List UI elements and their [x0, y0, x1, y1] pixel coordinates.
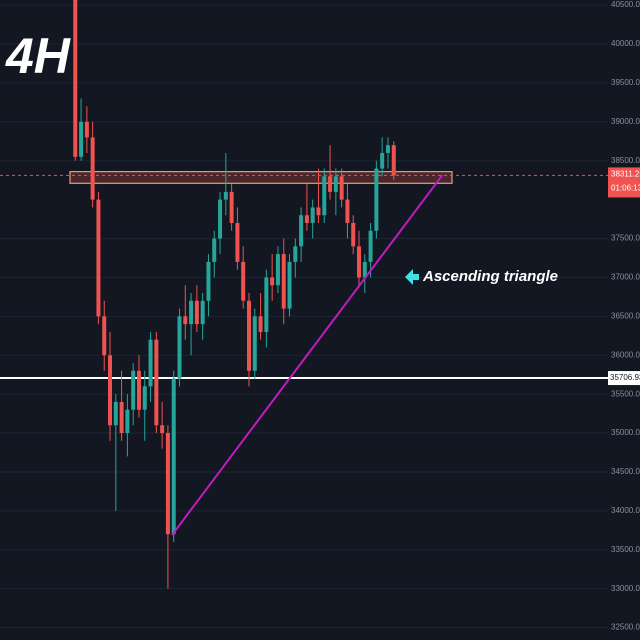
candle-body [108, 355, 113, 426]
candle-body [229, 191, 234, 223]
candle-body [96, 199, 101, 317]
candle-body [368, 230, 373, 262]
candle-body [252, 316, 257, 371]
y-tick-label: 38500.00 [611, 156, 640, 165]
candle-body [131, 370, 136, 410]
countdown-label: 01:06:13 [611, 184, 640, 193]
candle-body [177, 316, 182, 379]
y-tick-label: 32500.00 [611, 623, 640, 632]
timeframe: 4H [5, 28, 71, 84]
candle-body [160, 425, 165, 434]
candle-body [246, 300, 251, 371]
y-tick-label: 35500.00 [611, 389, 640, 398]
y-tick-label: 34500.00 [611, 467, 640, 476]
y-tick-label: 33500.00 [611, 545, 640, 554]
y-tick-label: 33000.00 [611, 584, 640, 593]
candle-body [270, 277, 275, 286]
candle-body [223, 191, 228, 200]
candle-body [299, 215, 304, 247]
candle-body [102, 316, 107, 356]
y-tick-label: 40000.00 [611, 39, 640, 48]
candle-body [200, 300, 205, 325]
candle-body [189, 300, 194, 325]
candle-body [183, 316, 188, 325]
candle-body [148, 339, 153, 387]
y-tick-label: 36500.00 [611, 311, 640, 320]
candle-body [235, 222, 240, 262]
candle-body [119, 401, 124, 434]
y-tick-label: 35000.00 [611, 428, 640, 437]
candle-body [385, 145, 390, 153]
candle-body [113, 401, 118, 426]
candle-body [287, 261, 292, 309]
candle-body [125, 409, 130, 434]
candle-body [218, 199, 223, 239]
resistance-zone [69, 171, 453, 184]
annotation: Ascending triangle [422, 268, 558, 285]
candle-body [264, 277, 269, 332]
candle-body [351, 222, 356, 247]
candle-body [345, 199, 350, 223]
price-axis: 32500.00 33000.00 33500.00 34000.00 34500.00… [608, 0, 640, 632]
arrow-icon [405, 269, 419, 285]
candle-body [154, 339, 159, 426]
y-tick-label: 39500.00 [611, 78, 640, 87]
candle-body [90, 137, 95, 200]
candle-body [212, 238, 217, 262]
candle-body [362, 261, 367, 278]
candle-body [333, 176, 338, 192]
candle-body [380, 152, 385, 169]
hline-price-box [608, 371, 640, 386]
trendline [171, 174, 444, 536]
last-price-label: 38311.25 [611, 170, 640, 179]
y-tick-label: 34000.00 [611, 506, 640, 515]
candle-body [73, 0, 78, 157]
last-price-box [608, 167, 640, 198]
candle-body [304, 215, 309, 223]
y-tick-label: 40500.00 [611, 0, 640, 9]
candle-body [322, 176, 327, 216]
candle-body [165, 433, 170, 535]
y-tick-label: 37500.00 [611, 234, 640, 243]
hline-price-label: 35706.93 [610, 373, 640, 382]
candle-body [258, 316, 263, 332]
candle-body [275, 254, 280, 286]
candle-body [281, 254, 286, 309]
candle-body [374, 168, 379, 231]
candle-body [328, 176, 333, 192]
y-tick-label: 37000.00 [611, 273, 640, 282]
candle-body [84, 121, 89, 138]
candle-body [357, 246, 362, 278]
candle-body [194, 300, 199, 325]
candle-body [391, 145, 396, 176]
y-tick-label: 39000.00 [611, 117, 640, 126]
candle-body [79, 121, 84, 157]
candle-body [241, 261, 246, 301]
candle-body [310, 207, 315, 223]
candle-body [339, 176, 344, 200]
plot-area [0, 0, 608, 629]
candle-body [171, 378, 176, 535]
candle-body [293, 246, 298, 262]
candle-body [206, 261, 211, 301]
candle-body [136, 370, 141, 410]
candle-body [142, 386, 147, 410]
y-tick-label: 36000.00 [611, 350, 640, 359]
candle-body [316, 207, 321, 216]
